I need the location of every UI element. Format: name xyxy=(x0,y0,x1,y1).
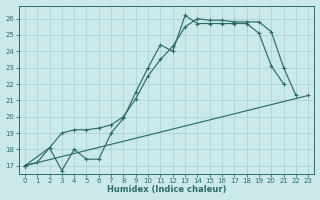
X-axis label: Humidex (Indice chaleur): Humidex (Indice chaleur) xyxy=(107,185,226,194)
